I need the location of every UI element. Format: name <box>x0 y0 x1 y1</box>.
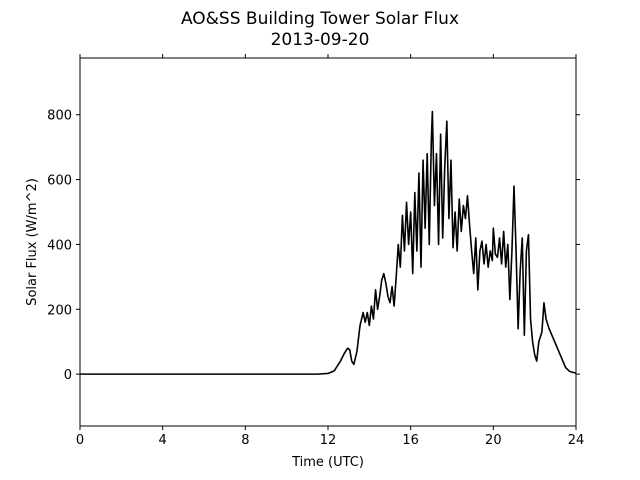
y-tick-label: 200 <box>47 303 72 318</box>
chart-subtitle: 2013-09-20 <box>271 30 370 50</box>
plot-frame <box>79 57 577 427</box>
chart-title: AO&SS Building Tower Solar Flux <box>181 9 459 29</box>
x-tick-label: 20 <box>485 433 502 448</box>
x-tick-label: 24 <box>568 433 585 448</box>
y-tick-label: 400 <box>47 238 72 253</box>
data-line <box>80 110 577 375</box>
x-tick-label: 0 <box>76 433 84 448</box>
x-tick-label: 16 <box>402 433 419 448</box>
y-tick-label: 600 <box>47 174 72 189</box>
y-tick-label: 800 <box>47 109 72 124</box>
x-tick-label: 12 <box>320 433 337 448</box>
x-axis-label: Time (UTC) <box>291 455 364 470</box>
y-tick-label: 0 <box>64 368 72 383</box>
y-axis-label: Solar Flux (W/m^2) <box>25 178 40 306</box>
x-tick-label: 8 <box>241 433 249 448</box>
x-tick-label: 4 <box>159 433 167 448</box>
